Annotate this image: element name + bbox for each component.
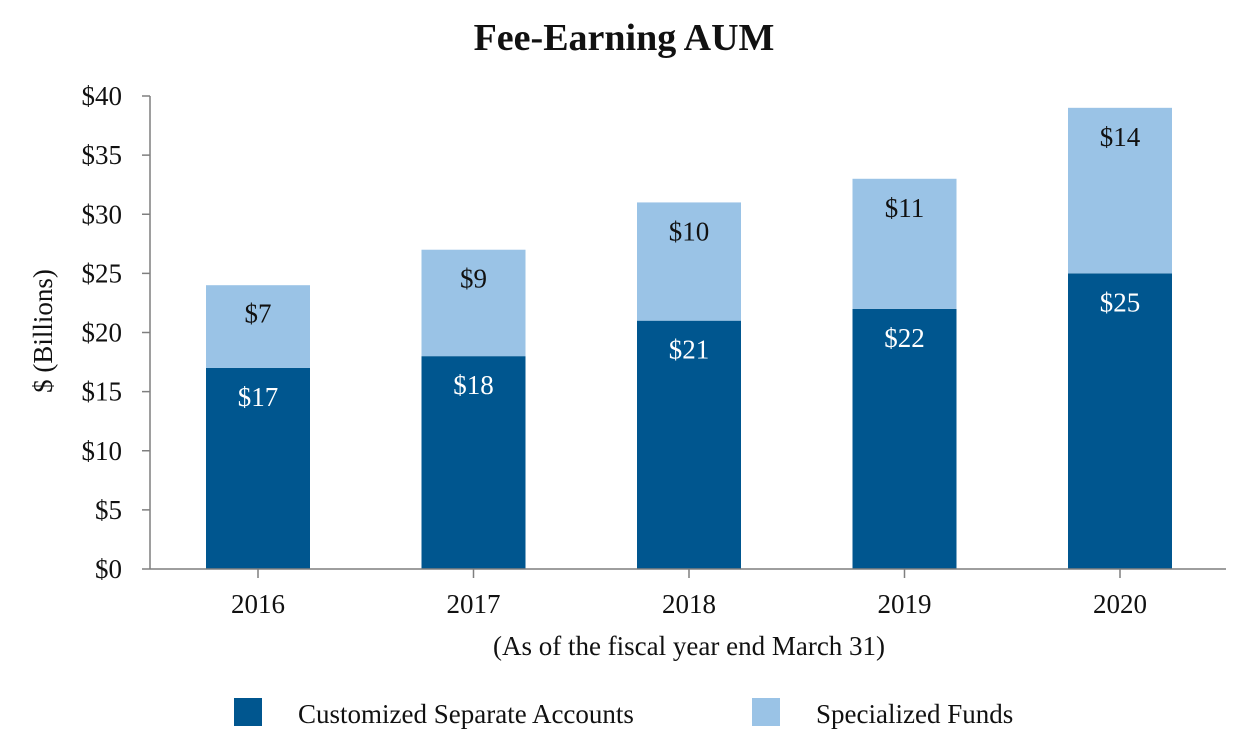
bar-specialized-funds-2016 [206,285,310,368]
legend-swatch-customized-separate-accounts [234,698,262,726]
x-tick-label-2017: 2017 [447,589,501,619]
y-tick-label-35: $35 [82,140,123,170]
legend: Customized Separate Accounts Specialized… [234,698,1013,729]
axes-layer: $0 $5 $10 $15 $20 $25 $30 $35 $40 2016 2017 2018 201… [82,81,1226,619]
x-tick-label-2018: 2018 [662,589,716,619]
bar-customized-separate-accounts-2019 [852,308,957,569]
y-tick-label-5: $5 [95,495,122,525]
data-label-customized-separate-accounts-2019: $22 [884,323,925,353]
bar-customized-separate-accounts-2020 [1068,273,1172,569]
data-label-specialized-funds-2018: $10 [669,216,710,246]
data-label-specialized-funds-2017: $9 [460,264,487,294]
chart-title: Fee-Earning AUM [474,17,775,59]
legend-label-customized-separate-accounts: Customized Separate Accounts [298,699,634,729]
bar-customized-separate-accounts-2018 [637,320,741,569]
y-axis-label: $ (Billions) [28,269,58,393]
data-label-customized-separate-accounts-2016: $17 [238,382,279,412]
x-tick-label-2019: 2019 [878,589,932,619]
bar-specialized-funds-2020 [1068,107,1172,274]
data-label-specialized-funds-2016: $7 [245,298,272,328]
bar-customized-separate-accounts-2017 [421,356,526,569]
x-tick-label-2020: 2020 [1093,589,1147,619]
bar-specialized-funds-2019 [852,178,957,309]
legend-label-specialized-funds: Specialized Funds [816,699,1013,729]
data-label-specialized-funds-2019: $11 [885,193,925,223]
bars-layer: $17 $7 $18 $9 $21 $10 $22 $11 $25 $14 [206,107,1172,569]
data-label-customized-separate-accounts-2020: $25 [1100,287,1141,317]
data-label-customized-separate-accounts-2017: $18 [453,370,494,400]
legend-swatch-specialized-funds [752,698,780,726]
bar-specialized-funds-2017 [421,249,526,357]
x-tick-label-2016: 2016 [231,589,285,619]
x-axis-label: (As of the fiscal year end March 31) [493,631,885,661]
y-tick-label-20: $20 [82,318,123,348]
y-tick-label-15: $15 [82,377,123,407]
bar-specialized-funds-2018 [637,202,741,321]
data-label-customized-separate-accounts-2018: $21 [669,335,710,365]
y-tick-label-10: $10 [82,436,123,466]
data-label-specialized-funds-2020: $14 [1100,122,1141,152]
y-tick-label-25: $25 [82,258,123,288]
bar-customized-separate-accounts-2016 [206,367,310,569]
y-tick-label-0: $0 [95,554,122,584]
y-tick-label-40: $40 [82,81,123,111]
y-tick-label-30: $30 [82,199,123,229]
